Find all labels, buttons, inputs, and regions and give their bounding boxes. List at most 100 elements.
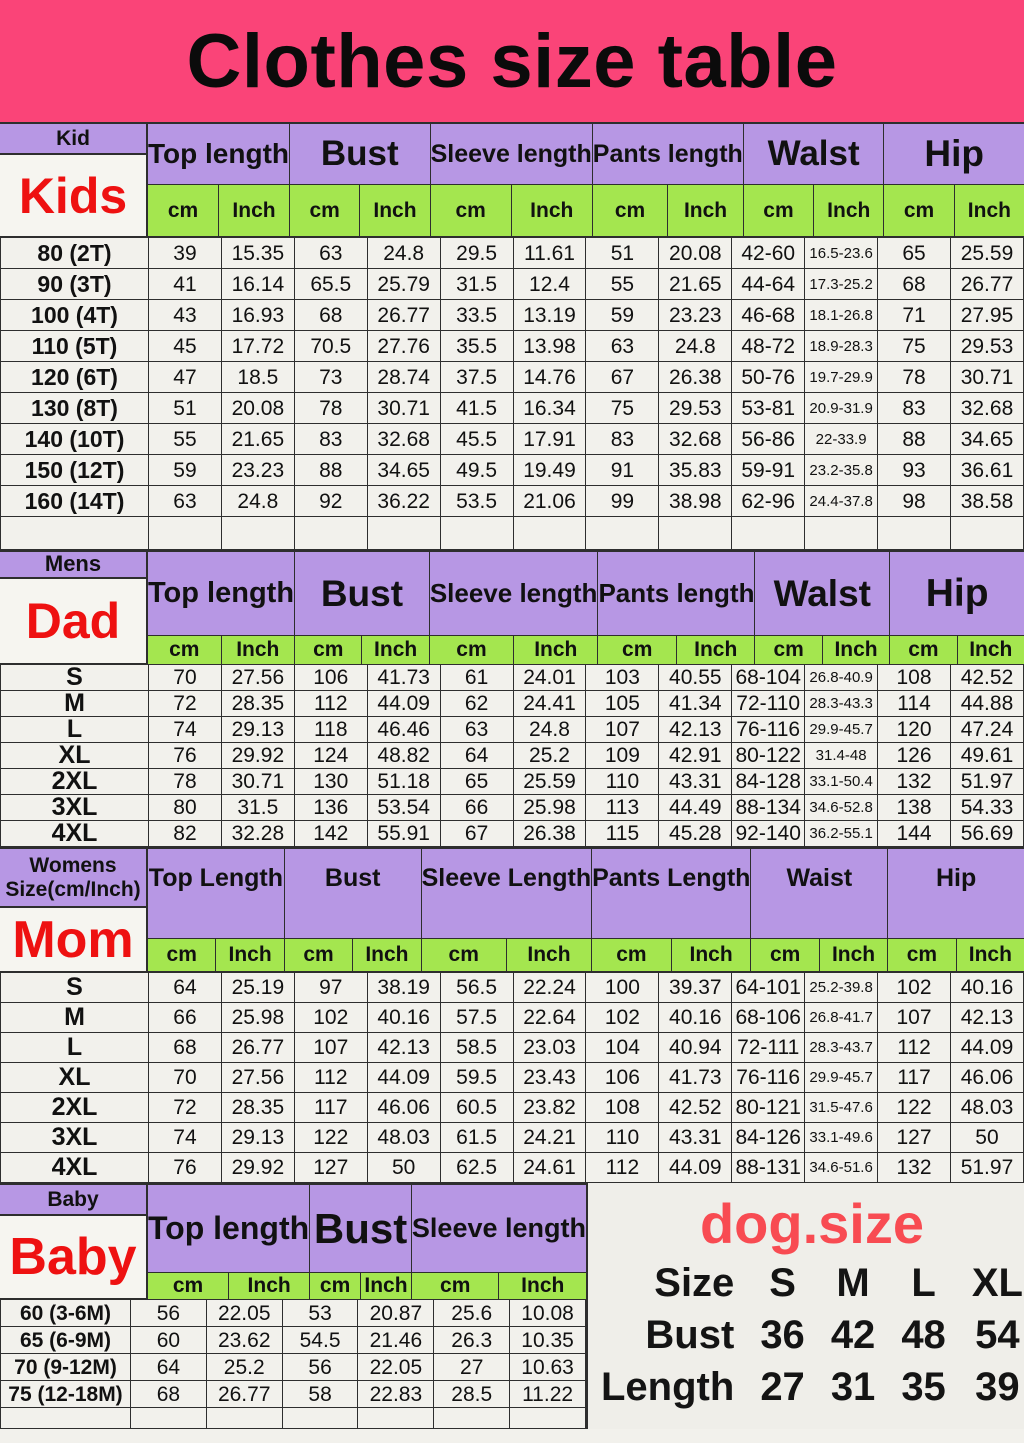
- unit-label-inch: Inch: [954, 185, 1024, 236]
- unit-label-inch: Inch: [361, 1273, 411, 1299]
- value-cell: 59: [148, 454, 222, 486]
- value-cell: 53-81: [731, 392, 806, 424]
- dog-size-option-m: M: [836, 1260, 870, 1305]
- unit-label-cm: cm: [148, 185, 219, 236]
- table-row: XL 76 29.92 124 48.82 64 25.2 109 42.91 80-122 31.…: [0, 742, 1024, 769]
- value-cell: 27.76: [366, 330, 441, 362]
- value-cell: 114: [877, 690, 951, 717]
- value-cell: 63: [585, 330, 660, 362]
- value-cell: 44.09: [366, 690, 441, 717]
- size-cell: 65 (6-9M): [0, 1326, 131, 1354]
- column-group-sleeve-length: Sleeve length cm Inch: [411, 1185, 587, 1299]
- value-cell: 44.88: [949, 690, 1024, 717]
- unit-label-inch: Inch: [229, 1273, 310, 1299]
- value-cell: 68: [148, 1032, 222, 1063]
- value-cell: 67: [439, 820, 514, 847]
- column-group-title: Pants Length: [592, 863, 751, 892]
- column-group-title: Bust: [320, 572, 404, 614]
- value-cell: 80: [148, 794, 222, 821]
- value-cell: 117: [293, 1092, 368, 1123]
- unit-header-row: cm Inch: [295, 635, 429, 664]
- value-cell: 30.71: [949, 361, 1024, 393]
- unit-header-row: cm Inch: [148, 184, 289, 236]
- unit-label-cm: cm: [295, 636, 363, 664]
- unit-label-cm: cm: [751, 939, 820, 971]
- value-cell: 118: [293, 716, 368, 743]
- corner-strip-label: Mens: [0, 552, 146, 579]
- column-group-title: Hip: [925, 571, 989, 615]
- value-cell: [804, 516, 879, 550]
- column-group-title: Bust: [313, 1204, 408, 1252]
- value-cell: 68-104: [731, 664, 806, 691]
- page-header: Clothes size table: [0, 0, 1024, 122]
- value-cell: 100: [585, 972, 660, 1003]
- value-cell: 24.21: [512, 1122, 587, 1153]
- value-cell: 126: [877, 742, 951, 769]
- value-cell: 84-128: [731, 768, 806, 795]
- value-cell: 70: [148, 664, 222, 691]
- value-cell: 43.31: [658, 768, 733, 795]
- value-cell: 20.87: [357, 1299, 435, 1327]
- value-cell: 56-86: [731, 423, 806, 455]
- value-cell: 13.98: [512, 330, 587, 362]
- size-section-kids: Kid Kids Top length cm Inch Bust cm Inch Sleeve …: [0, 122, 1024, 550]
- dog-header-row: Size S M L XL: [588, 1257, 1024, 1309]
- value-cell: 40.16: [366, 1002, 441, 1033]
- unit-header-row: cm Inch: [284, 938, 421, 971]
- value-cell: 23.43: [512, 1062, 587, 1093]
- value-cell: 107: [293, 1032, 368, 1063]
- column-group-hip: Hip cm Inch: [884, 124, 1024, 236]
- value-cell: 82: [148, 820, 222, 847]
- value-cell: 63: [439, 716, 514, 743]
- column-group-pants-length: Pants Length cm Inch: [592, 849, 752, 971]
- unit-header-row: cm Inch: [430, 184, 592, 236]
- page-title: Clothes size table: [186, 18, 838, 104]
- value-cell: 22.64: [512, 1002, 587, 1033]
- column-group-title: Waist: [786, 863, 853, 892]
- size-cell: 2XL: [0, 768, 149, 795]
- value-cell: 62.5: [439, 1152, 514, 1183]
- value-cell: 70.5: [293, 330, 368, 362]
- size-cell: 90 (3T): [0, 268, 149, 300]
- unit-label-cm: cm: [411, 1273, 500, 1299]
- value-cell: 27: [433, 1353, 511, 1381]
- value-cell: 40.55: [658, 664, 733, 691]
- size-cell: [0, 516, 149, 550]
- value-cell: 88: [877, 423, 951, 455]
- unit-label-cm: cm: [290, 185, 361, 236]
- value-cell: 138: [877, 794, 951, 821]
- column-group-pants-length: Pants length cm Inch: [592, 124, 744, 236]
- value-cell: 24.41: [512, 690, 587, 717]
- value-cell: 28.3-43.7: [804, 1032, 879, 1063]
- unit-label-cm: cm: [284, 939, 354, 971]
- column-group-walst: Walst cm Inch: [743, 124, 885, 236]
- size-cell: 75 (12-18M): [0, 1380, 131, 1408]
- dog-value-cell: 35: [901, 1364, 946, 1409]
- unit-label-inch: Inch: [814, 185, 884, 236]
- table-row: 130 (8T) 51 20.08 78 30.71 41.5 16.34 75 29.53 53…: [0, 392, 1024, 424]
- value-cell: 19.7-29.9: [804, 361, 879, 393]
- value-cell: [130, 1407, 207, 1429]
- value-cell: 25.98: [220, 1002, 295, 1033]
- column-group-title: Walst: [773, 572, 871, 614]
- unit-header-row: cm Inch: [148, 1272, 310, 1299]
- value-cell: 28.5: [433, 1380, 511, 1408]
- value-cell: 18.9-28.3: [804, 330, 879, 362]
- unit-label-inch: Inch: [219, 185, 289, 236]
- value-cell: 66: [148, 1002, 222, 1033]
- value-cell: 21.65: [658, 268, 733, 300]
- value-cell: 127: [877, 1122, 951, 1153]
- baby-section-slot: Baby Baby Top length cm Inch Bust cm Inch Sleeve…: [0, 1183, 588, 1429]
- dog-size-panel: dog.size Size S M L XL Bust 36 42 48 54 Length 27 31…: [588, 1183, 1024, 1429]
- value-cell: 15.35: [220, 237, 295, 269]
- value-cell: 144: [877, 820, 951, 847]
- value-cell: 76: [148, 1152, 222, 1183]
- value-cell: 48-72: [731, 330, 806, 362]
- value-cell: 10.63: [509, 1353, 586, 1381]
- value-cell: 42.52: [949, 664, 1024, 691]
- value-cell: 12.4: [512, 268, 587, 300]
- value-cell: 28.74: [366, 361, 441, 393]
- value-cell: 112: [877, 1032, 951, 1063]
- column-group-title: Hip: [935, 863, 977, 892]
- size-cell: [0, 1407, 131, 1429]
